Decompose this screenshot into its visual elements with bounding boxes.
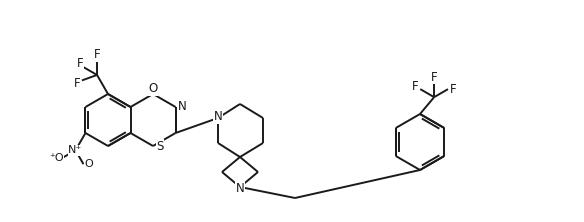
Text: N: N [214, 111, 223, 123]
Text: N: N [178, 101, 187, 113]
Text: F: F [412, 80, 419, 93]
Text: F: F [450, 83, 456, 96]
Text: S: S [157, 139, 164, 153]
Text: F: F [77, 57, 84, 70]
Text: N: N [235, 182, 244, 194]
Text: F: F [93, 48, 100, 61]
Text: ⁺O: ⁺O [49, 153, 64, 163]
Text: F: F [74, 77, 80, 90]
Text: O: O [148, 83, 158, 95]
Text: F: F [431, 71, 437, 84]
Text: N⁺: N⁺ [68, 145, 82, 155]
Text: O: O [84, 159, 93, 169]
